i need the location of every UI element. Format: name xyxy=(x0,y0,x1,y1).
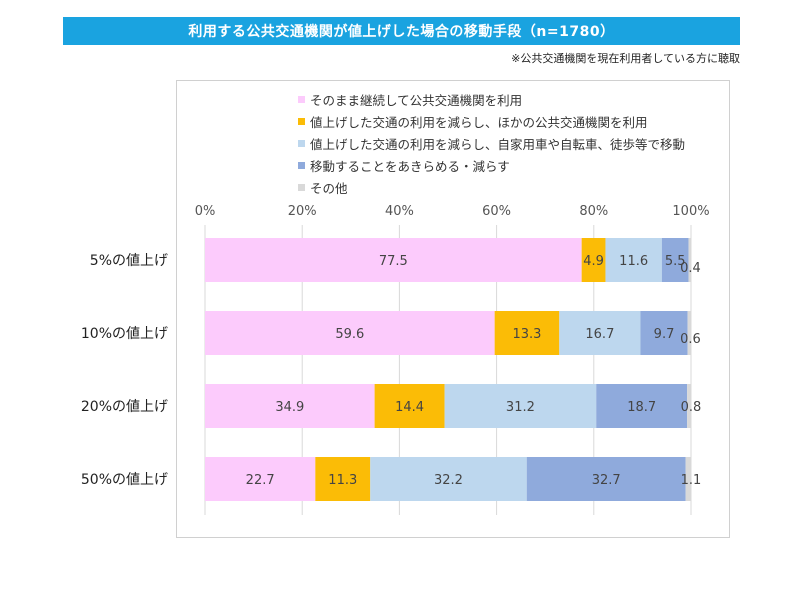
x-tick-label-1: 20% xyxy=(288,204,317,219)
data-label-2-4: 0.8 xyxy=(681,400,702,415)
legend-item-4: その他 xyxy=(298,176,685,198)
data-label-1-3: 9.7 xyxy=(654,327,675,342)
data-label-3-3: 32.7 xyxy=(592,473,621,488)
data-label-3-4: 1.1 xyxy=(681,473,702,488)
x-tick-label-3: 60% xyxy=(482,204,511,219)
bar-segment-0-2 xyxy=(605,238,662,282)
data-label-0-3: 5.5 xyxy=(665,254,686,269)
category-label-2: 20%の値上げ xyxy=(81,399,168,415)
bar-segment-1-4 xyxy=(687,311,691,355)
category-label-1: 10%の値上げ xyxy=(81,326,168,342)
legend-item-0: そのまま継続して公共交通機関を利用 xyxy=(298,88,685,110)
bar-segment-3-1 xyxy=(315,457,371,501)
category-label-0: 5%の値上げ xyxy=(90,253,168,269)
bar-segment-0-3 xyxy=(661,238,689,282)
data-label-1-0: 59.6 xyxy=(335,327,364,342)
legend-label-3: 移動することをあきらめる・減らす xyxy=(310,158,510,174)
data-label-0-0: 77.5 xyxy=(379,254,408,269)
bar-segment-3-0 xyxy=(205,457,316,501)
data-label-3-2: 32.2 xyxy=(434,473,463,488)
legend-label-1: 値上げした交通の利用を減らし、ほかの公共交通機関を利用 xyxy=(310,114,648,130)
legend-label-0: そのまま継続して公共交通機関を利用 xyxy=(310,92,523,108)
data-label-1-1: 13.3 xyxy=(512,327,541,342)
legend-label-4: その他 xyxy=(310,180,348,196)
bar-segment-2-2 xyxy=(444,384,597,428)
legend-label-2: 値上げした交通の利用を減らし、自家用車や自転車、徒歩等で移動 xyxy=(310,136,686,152)
bar-segment-0-4 xyxy=(688,238,691,282)
data-label-2-0: 34.9 xyxy=(275,400,304,415)
chart-legend: そのまま継続して公共交通機関を利用値上げした交通の利用を減らし、ほかの公共交通機… xyxy=(298,88,685,198)
bar-segment-1-1 xyxy=(494,311,560,355)
chart-title-bar: 利用する公共交通機関が値上げした場合の移動手段（n=1780） xyxy=(63,17,740,45)
chart-title: 利用する公共交通機関が値上げした場合の移動手段（n=1780） xyxy=(188,24,615,40)
data-label-1-2: 16.7 xyxy=(585,327,614,342)
legend-swatch-0 xyxy=(298,95,305,103)
data-label-2-1: 14.4 xyxy=(395,400,424,415)
bar-segment-0-0 xyxy=(205,238,582,282)
bar-segment-2-1 xyxy=(374,384,445,428)
bar-segment-0-1 xyxy=(581,238,606,282)
x-tick-label-0: 0% xyxy=(195,204,216,219)
bar-segment-1-0 xyxy=(205,311,495,355)
data-label-1-4: 0.6 xyxy=(680,332,701,347)
x-tick-label-4: 80% xyxy=(579,204,608,219)
bar-segment-3-2 xyxy=(370,457,527,501)
legend-swatch-4 xyxy=(298,183,305,191)
legend-item-1: 値上げした交通の利用を減らし、ほかの公共交通機関を利用 xyxy=(298,110,685,132)
legend-swatch-2 xyxy=(298,139,305,147)
data-label-0-1: 4.9 xyxy=(583,254,604,269)
bar-segment-3-4 xyxy=(685,457,691,501)
x-tick-label-5: 100% xyxy=(672,204,709,219)
category-label-3: 50%の値上げ xyxy=(81,472,168,488)
bar-segment-3-3 xyxy=(526,457,686,501)
data-label-0-4: 0.4 xyxy=(680,261,701,276)
bar-segment-1-2 xyxy=(559,311,641,355)
legend-swatch-1 xyxy=(298,117,305,125)
bar-segment-1-3 xyxy=(640,311,688,355)
survey-note: ※公共交通機関を現在利用者している方に聴取 xyxy=(511,52,740,65)
data-label-3-0: 22.7 xyxy=(246,473,275,488)
data-label-3-1: 11.3 xyxy=(328,473,357,488)
bar-segment-2-3 xyxy=(596,384,688,428)
data-label-0-2: 11.6 xyxy=(619,254,648,269)
legend-item-3: 移動することをあきらめる・減らす xyxy=(298,154,685,176)
x-tick-label-2: 40% xyxy=(385,204,414,219)
data-label-2-3: 18.7 xyxy=(627,400,656,415)
legend-swatch-3 xyxy=(298,161,305,169)
bar-segment-2-0 xyxy=(205,384,375,428)
data-label-2-2: 31.2 xyxy=(506,400,535,415)
legend-item-2: 値上げした交通の利用を減らし、自家用車や自転車、徒歩等で移動 xyxy=(298,132,685,154)
bar-segment-2-4 xyxy=(687,384,691,428)
